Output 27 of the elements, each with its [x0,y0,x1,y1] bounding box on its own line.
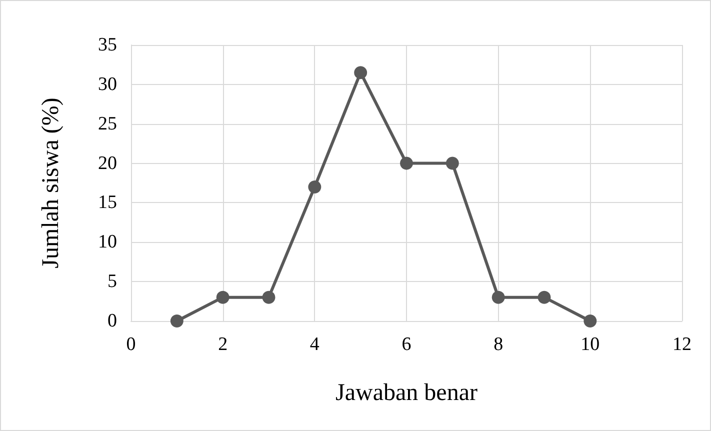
y-tick-label: 5 [108,271,117,292]
point [400,156,413,170]
point [492,290,505,304]
x-tick-label: 2 [218,334,228,355]
point [262,290,276,304]
x-tick-label: 6 [402,334,412,355]
y-tick-label: 15 [98,192,117,214]
y-tick-label: 20 [98,152,117,174]
point [538,290,551,304]
x-tick-label: 0 [126,334,136,355]
x-tick-label: 10 [580,334,600,355]
point [308,180,322,194]
y-tick-label: 10 [98,232,117,253]
point [170,314,184,328]
y-tick-label: 0 [108,310,117,332]
y-tick-label: 30 [98,74,117,95]
y-tick-label: 25 [98,113,117,134]
x-tick-label: 12 [672,334,692,355]
point [446,156,459,170]
y-tick-label: 35 [98,34,117,56]
point [216,290,230,304]
point [584,314,597,328]
x-tick-label: 4 [310,334,320,355]
point [354,66,368,80]
y-axis-title: Jumlah siswa (%) [38,98,64,268]
x-axis-title: Jawaban benar [336,380,478,406]
x-tick-label: 8 [494,334,504,355]
